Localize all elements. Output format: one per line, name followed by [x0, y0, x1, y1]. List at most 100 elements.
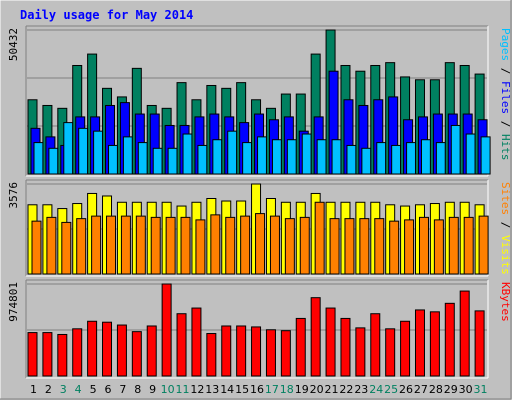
legend-part: Pages: [499, 28, 512, 61]
bar-pages-day-16: [257, 136, 268, 175]
bar-kbytes-day-4: [72, 328, 83, 377]
panel-visits-legend: Sites / Visits: [499, 182, 512, 275]
bar-pages-day-31: [480, 136, 491, 175]
day-label-2: 2: [45, 383, 52, 396]
day-label-3: 3: [60, 383, 67, 396]
panel-kbytes-max-label: 974801: [7, 282, 20, 322]
bar-kbytes-day-18: [280, 330, 291, 377]
bar-kbytes-day-1: [27, 332, 38, 377]
bar-pages-day-25: [391, 144, 402, 175]
bar-kbytes-day-13: [206, 333, 217, 377]
bar-sites-day-6: [106, 215, 117, 275]
day-label-8: 8: [134, 383, 141, 396]
bar-kbytes-day-14: [221, 325, 232, 377]
day-label-27: 27: [414, 383, 428, 396]
bar-sites-day-3: [61, 221, 72, 275]
bar-pages-day-5: [93, 130, 104, 175]
bar-sites-day-13: [210, 214, 221, 275]
bar-sites-day-31: [478, 215, 489, 275]
bar-pages-day-24: [376, 142, 387, 175]
bar-pages-day-12: [197, 144, 208, 175]
day-label-18: 18: [280, 383, 294, 396]
day-label-11: 11: [175, 383, 189, 396]
bar-kbytes-day-20: [310, 297, 321, 377]
day-label-31: 31: [474, 383, 488, 396]
bar-sites-day-19: [299, 216, 310, 275]
bar-kbytes-day-27: [414, 309, 425, 377]
bar-pages-day-29: [450, 124, 461, 175]
bar-sites-day-27: [418, 216, 429, 275]
day-label-10: 10: [161, 383, 175, 396]
day-label-6: 6: [104, 383, 111, 396]
day-label-12: 12: [190, 383, 204, 396]
bar-kbytes-day-16: [251, 326, 262, 377]
bar-sites-day-17: [269, 215, 280, 275]
legend-part: Hits: [499, 127, 512, 160]
day-label-25: 25: [384, 383, 398, 396]
panel-visits: 3576 Sites / Visits: [7, 179, 512, 277]
bar-sites-day-2: [46, 216, 57, 275]
bar-pages-day-8: [137, 142, 148, 175]
bar-sites-day-20: [314, 201, 325, 275]
bar-kbytes-day-15: [236, 325, 247, 377]
bar-kbytes-day-29: [444, 302, 455, 377]
bar-sites-day-16: [255, 213, 266, 275]
bar-sites-day-30: [463, 216, 474, 275]
bar-sites-day-14: [225, 216, 236, 275]
bar-pages-day-28: [435, 142, 446, 175]
bar-kbytes-day-31: [474, 310, 485, 377]
day-label-1: 1: [30, 383, 37, 396]
bar-sites-day-26: [404, 219, 415, 275]
bar-kbytes-day-3: [57, 333, 68, 377]
bar-kbytes-day-9: [146, 325, 157, 377]
bar-kbytes-day-28: [429, 311, 440, 377]
panel-kbytes: 974801 KBytes: [7, 279, 512, 379]
bar-pages-day-22: [346, 144, 357, 175]
bar-kbytes-day-25: [385, 328, 396, 377]
panel-traffic: 50432 Pages / Files / Hits: [7, 25, 512, 177]
bar-sites-day-18: [284, 218, 295, 275]
bar-sites-day-28: [433, 219, 444, 275]
legend-part: /: [499, 61, 512, 74]
day-label-24: 24: [369, 383, 383, 396]
legend-part: Visits: [499, 228, 512, 274]
bar-pages-day-13: [212, 139, 223, 175]
bar-sites-day-15: [240, 215, 251, 275]
bar-sites-day-7: [120, 215, 131, 275]
bar-pages-day-26: [406, 142, 417, 175]
day-label-30: 30: [459, 383, 473, 396]
day-label-21: 21: [325, 383, 339, 396]
bar-kbytes-day-23: [355, 327, 366, 377]
bar-pages-day-2: [48, 147, 59, 175]
legend-part: Files: [499, 74, 512, 114]
bar-kbytes-day-12: [191, 307, 202, 377]
panel-traffic-max-label: 50432: [7, 28, 20, 61]
chart-title: Daily usage for May 2014: [20, 8, 193, 22]
bar-pages-day-17: [271, 139, 282, 175]
bar-kbytes-day-11: [176, 313, 187, 377]
bar-sites-day-22: [344, 218, 355, 275]
day-label-16: 16: [250, 383, 264, 396]
bar-pages-day-20: [316, 139, 327, 175]
bar-kbytes-day-21: [325, 307, 336, 377]
bar-kbytes-day-30: [459, 290, 470, 377]
day-label-13: 13: [205, 383, 219, 396]
bar-sites-day-8: [135, 215, 146, 275]
bar-pages-day-30: [465, 133, 476, 175]
day-label-14: 14: [220, 383, 234, 396]
bar-pages-day-4: [78, 127, 89, 175]
bar-sites-day-5: [91, 215, 102, 275]
bar-pages-day-21: [331, 139, 342, 175]
bar-sites-day-21: [329, 218, 340, 275]
bar-kbytes-day-24: [370, 313, 381, 377]
day-label-28: 28: [429, 383, 443, 396]
bar-pages-day-7: [122, 136, 133, 175]
bar-kbytes-day-17: [265, 329, 276, 377]
day-label-15: 15: [235, 383, 249, 396]
day-label-4: 4: [75, 383, 82, 396]
bar-pages-day-15: [242, 142, 253, 175]
bar-pages-day-19: [301, 133, 312, 175]
bar-pages-day-10: [167, 147, 178, 175]
bar-sites-day-24: [374, 218, 385, 275]
